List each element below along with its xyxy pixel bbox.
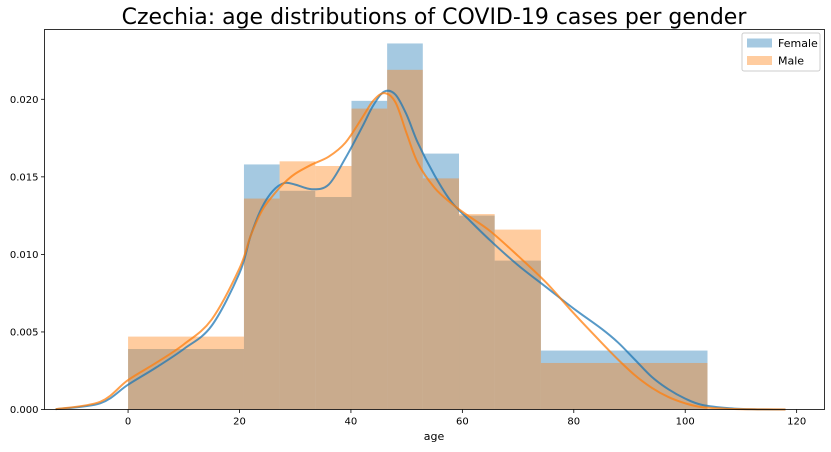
legend-label-male: Male — [778, 55, 804, 68]
x-axis-label: age — [424, 430, 445, 443]
bar-female-9 — [540, 350, 708, 410]
y-tick-label: 0.005 — [10, 327, 39, 338]
bar-male-3 — [315, 165, 352, 410]
bar-male-5 — [387, 69, 423, 410]
kde-line-female — [55, 89, 786, 411]
legend-swatch-male — [747, 56, 772, 65]
legend: Female Male — [741, 32, 821, 72]
bar-male-2 — [279, 161, 316, 410]
legend-box — [741, 32, 821, 72]
y-axis: 0.000 0.005 0.010 0.015 0.020 — [10, 95, 45, 416]
bar-female-6 — [422, 153, 460, 410]
x-tick-label: 0 — [125, 417, 131, 428]
x-tick-label: 100 — [676, 417, 695, 428]
bar-female-3 — [315, 197, 352, 410]
bar-female-5 — [387, 43, 423, 410]
bar-female-2 — [279, 190, 316, 410]
x-axis: 0 20 40 60 80 100 120 — [125, 409, 806, 428]
x-tick-label: 20 — [233, 417, 246, 428]
bar-female-0 — [128, 349, 244, 410]
bar-female-1 — [243, 164, 280, 410]
x-tick-label: 80 — [567, 417, 580, 428]
y-tick-label: 0.000 — [10, 405, 39, 416]
x-tick-label: 60 — [456, 417, 469, 428]
x-tick-label: 120 — [787, 417, 806, 428]
chart-title: Czechia: age distributions of COVID-19 c… — [122, 5, 748, 30]
bar-male-4 — [351, 108, 388, 410]
y-tick-label: 0.010 — [10, 250, 39, 261]
bar-female-8 — [494, 260, 541, 410]
legend-swatch-female — [747, 38, 772, 48]
bar-male-1 — [243, 198, 280, 410]
kde-line-male — [55, 92, 786, 411]
x-tick-label: 40 — [345, 417, 358, 428]
bar-female-4 — [351, 100, 388, 410]
legend-label-female: Female — [778, 37, 818, 50]
y-tick-label: 0.020 — [10, 95, 39, 106]
kde-layer — [55, 89, 786, 411]
plot-frame — [44, 29, 825, 410]
bar-male-7 — [459, 214, 495, 410]
bars-layer — [128, 43, 708, 410]
bar-female-7 — [459, 215, 495, 410]
bar-male-6 — [422, 178, 460, 410]
y-tick-label: 0.015 — [10, 172, 39, 183]
bar-male-8 — [494, 229, 541, 410]
